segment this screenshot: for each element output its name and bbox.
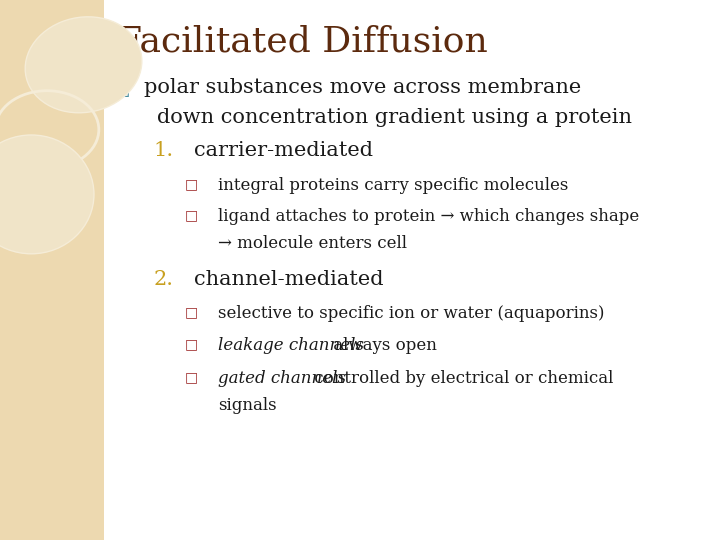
Text: always open: always open	[328, 338, 437, 354]
Text: □: □	[184, 177, 197, 191]
Text: integral proteins carry specific molecules: integral proteins carry specific molecul…	[218, 177, 569, 194]
Text: polar substances move across membrane: polar substances move across membrane	[145, 78, 582, 97]
Text: gated channels: gated channels	[218, 370, 346, 387]
Text: carrier-mediated: carrier-mediated	[194, 141, 373, 160]
Text: □: □	[111, 78, 130, 98]
Text: signals: signals	[218, 397, 277, 414]
Text: leakage channels: leakage channels	[218, 338, 364, 354]
Text: controlled by electrical or chemical: controlled by electrical or chemical	[310, 370, 613, 387]
Text: → molecule enters cell: → molecule enters cell	[218, 235, 408, 252]
Text: Facilitated Diffusion: Facilitated Diffusion	[117, 24, 487, 58]
Text: 1.: 1.	[153, 141, 174, 160]
Text: □: □	[184, 370, 197, 384]
Text: down concentration gradient using a protein: down concentration gradient using a prot…	[157, 108, 631, 127]
Text: 2.: 2.	[153, 270, 174, 289]
Text: □: □	[184, 305, 197, 319]
Text: channel-mediated: channel-mediated	[194, 270, 383, 289]
Text: ligand attaches to protein → which changes shape: ligand attaches to protein → which chang…	[218, 208, 639, 225]
Text: selective to specific ion or water (aquaporins): selective to specific ion or water (aqua…	[218, 305, 605, 322]
Text: □: □	[184, 208, 197, 222]
Text: □: □	[184, 338, 197, 352]
